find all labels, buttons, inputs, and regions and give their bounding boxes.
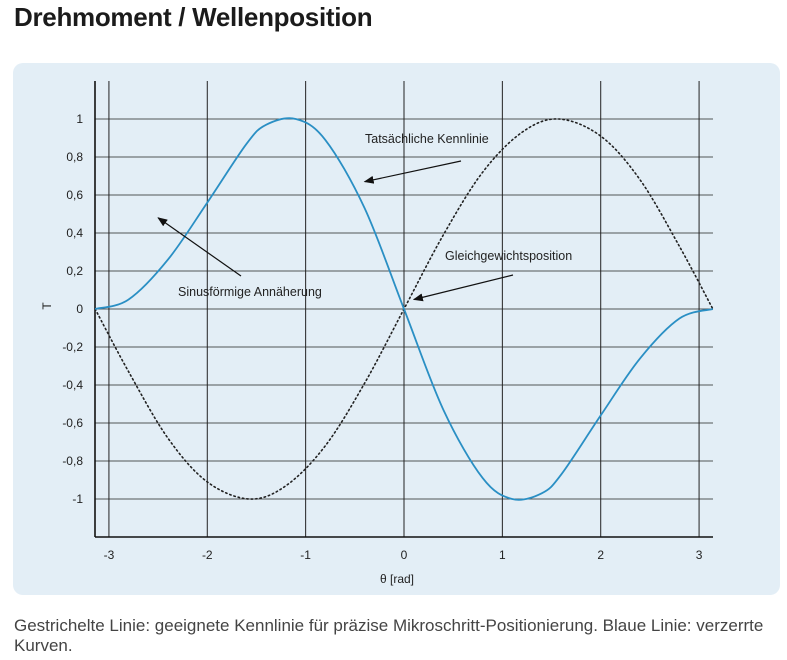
tick-labels: -3 -2 -1 0 1 2 3 1 0,8 0,6 0,4 0,2 0 -0,2 -0,4 -0,6 -0,8…: [62, 112, 702, 562]
annotation-arrow: [412, 274, 514, 302]
x-tick-label: -3: [104, 548, 115, 562]
y-tick-label: 0,8: [66, 150, 83, 164]
x-tick-label: -1: [300, 548, 311, 562]
x-tick-label: -2: [202, 548, 213, 562]
y-tick-label: 0,6: [66, 188, 83, 202]
annotation-arrow: [157, 217, 242, 277]
annotations: Tatsächliche Kennlinie Gleichgewichtsposi…: [157, 132, 572, 302]
chart-panel: -3 -2 -1 0 1 2 3 1 0,8 0,6 0,4 0,2 0 -0,2 -0,4 -0,6 -0,8…: [13, 63, 780, 595]
y-tick-label: 0,4: [66, 226, 83, 240]
y-axis-label: T: [40, 302, 54, 310]
torque-chart: -3 -2 -1 0 1 2 3 1 0,8 0,6 0,4 0,2 0 -0,2 -0,4 -0,6 -0,8…: [40, 81, 714, 586]
y-tick-label: 0: [76, 302, 83, 316]
annotation-label: Tatsächliche Kennlinie: [365, 132, 489, 146]
y-tick-label: 1: [76, 112, 83, 126]
figure-caption: Gestrichelte Linie: geeignete Kennlinie …: [14, 616, 764, 655]
y-tick-label: -0,8: [62, 454, 83, 468]
annotation-label: Sinusförmige Annäherung: [178, 285, 322, 299]
x-tick-label: 2: [597, 548, 604, 562]
x-tick-label: 1: [499, 548, 506, 562]
series-group: [94, 117, 714, 501]
x-tick-label: 3: [696, 548, 703, 562]
x-tick-label: 0: [401, 548, 408, 562]
page-title: Drehmoment / Wellenposition: [14, 2, 373, 32]
y-tick-label: -1: [72, 492, 83, 506]
y-tick-label: -0,2: [62, 340, 83, 354]
y-tick-label: 0,2: [66, 264, 83, 278]
y-tick-label: -0,4: [62, 378, 83, 392]
annotation-arrow: [363, 160, 462, 184]
y-tick-label: -0,6: [62, 416, 83, 430]
series-line-actual: [94, 117, 714, 501]
x-axis-label: θ [rad]: [380, 572, 414, 586]
annotation-label: Gleichgewichtsposition: [445, 249, 572, 263]
